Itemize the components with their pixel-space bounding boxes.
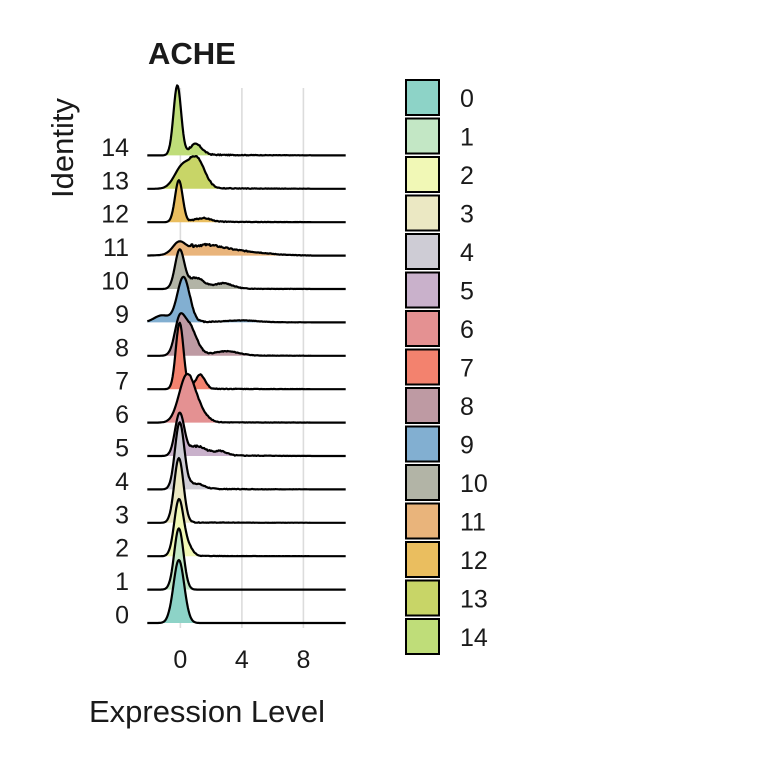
y-tick-label: 1 [115, 568, 129, 596]
y-tick-label: 5 [115, 435, 129, 463]
ridge-line-13 [147, 155, 346, 190]
ridge-line-10 [147, 248, 346, 291]
x-axis-label: Expression Level [89, 694, 325, 729]
ridge-line-12 [147, 179, 346, 224]
legend-label: 4 [460, 239, 474, 267]
legend-key-6 [405, 310, 440, 347]
y-tick-label: 13 [101, 167, 129, 195]
legend-key-12 [405, 541, 440, 578]
legend-key-1 [405, 117, 440, 155]
ridge-fill-8 [147, 313, 346, 356]
ridges [147, 84, 346, 625]
y-tick-label: 3 [115, 501, 129, 529]
ridge-fill-6 [147, 374, 346, 423]
legend-key-4 [405, 233, 440, 270]
legend-key-3 [405, 194, 440, 232]
ridge-line-8 [147, 312, 346, 357]
y-tick-label: 11 [103, 234, 129, 262]
ridge-line-3 [147, 457, 346, 524]
legend-label: 2 [460, 162, 474, 190]
legend-key-13 [405, 579, 440, 617]
legend-key-14 [405, 618, 440, 655]
legend-label: 0 [460, 85, 474, 113]
legend-key-0 [405, 79, 440, 116]
legend-key-5 [405, 271, 440, 309]
ridge-line-9 [147, 275, 346, 324]
ridge-line-1 [147, 527, 346, 591]
y-tick-label: 12 [101, 201, 129, 229]
ridge-line-2 [147, 497, 346, 558]
legend-label: 1 [460, 124, 474, 152]
ridge-line-14 [147, 84, 346, 157]
legend-label: 14 [460, 624, 488, 652]
legend-key-8 [405, 387, 440, 424]
x-tick-labels: 0 4 8 [173, 646, 310, 674]
y-tick-label: 10 [101, 268, 129, 296]
chart-title: ACHE [148, 36, 236, 71]
y-tick-label: 4 [115, 468, 129, 496]
legend-key-9 [405, 425, 440, 463]
legend-label: 8 [460, 393, 474, 421]
legend-label: 6 [460, 316, 474, 344]
legend-label: 7 [460, 355, 474, 383]
y-tick-label: 8 [115, 334, 129, 362]
y-tick-label: 0 [115, 602, 129, 630]
y-tick-label: 7 [115, 368, 129, 396]
legend-label: 12 [460, 547, 488, 575]
ridge-line-7 [147, 321, 346, 391]
x-tick-label: 8 [296, 646, 310, 674]
ridge-fill-0 [147, 560, 346, 623]
y-tick-label: 2 [115, 535, 129, 563]
y-tick-label: 6 [115, 401, 129, 429]
legend-label: 11 [460, 509, 486, 537]
x-tick-label: 4 [235, 646, 249, 674]
ridge-line-11 [147, 240, 346, 257]
legend-key-2 [405, 156, 440, 193]
legend-label: 13 [460, 586, 488, 614]
ridge-line-0 [147, 558, 346, 625]
legend-key-10 [405, 464, 440, 501]
legend-label: 3 [460, 201, 474, 229]
ridge-line-6 [147, 372, 346, 424]
legend-label: 9 [460, 432, 474, 460]
legend-label: 5 [460, 278, 474, 306]
ridge-line-5 [147, 411, 346, 458]
legend-key-11 [405, 502, 440, 540]
y-tick-label: 9 [115, 301, 129, 329]
ridge-fill-13 [147, 156, 346, 189]
x-tick-label: 0 [173, 646, 187, 674]
ridge-fill-9 [147, 276, 346, 323]
ridge-fill-14 [147, 85, 346, 156]
ridge-fill-11 [147, 241, 346, 256]
y-tick-label: 14 [101, 134, 129, 162]
y-axis-label: Identity [45, 98, 80, 198]
legend-key-7 [405, 348, 440, 386]
legend-label: 10 [460, 470, 488, 498]
ridge-line-4 [147, 421, 346, 491]
